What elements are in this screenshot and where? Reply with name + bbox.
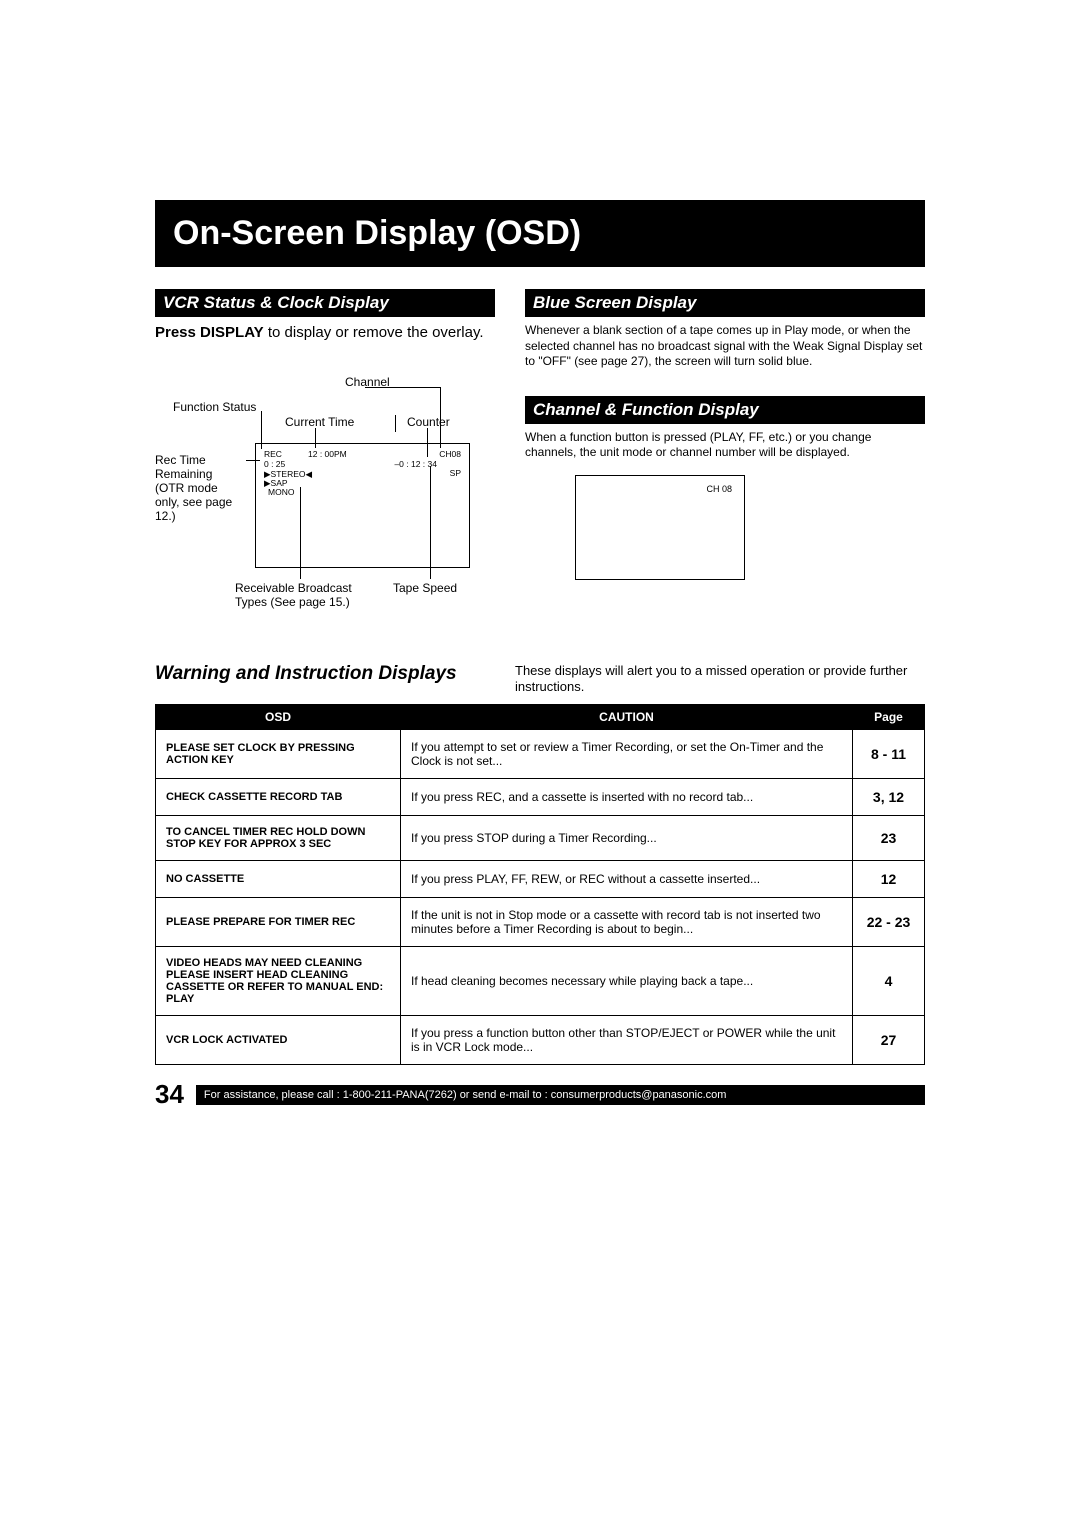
table-row: PLEASE SET CLOCK BY PRESSING ACTION KEY …: [156, 730, 925, 779]
page-number: 34: [155, 1079, 184, 1110]
table-row: TO CANCEL TIMER REC HOLD DOWN STOP KEY F…: [156, 816, 925, 861]
cell-osd: TO CANCEL TIMER REC HOLD DOWN STOP KEY F…: [156, 816, 401, 861]
press-display-rest: to display or remove the overlay.: [264, 324, 484, 341]
cell-caution: If head cleaning becomes necessary while…: [401, 947, 853, 1016]
warning-heading: Warning and Instruction Displays: [155, 663, 457, 684]
line-channel-h: [365, 387, 440, 388]
blue-screen-header: Blue Screen Display: [525, 289, 925, 317]
lbl-rec-time: Rec Time Remaining (OTR mode only, see p…: [155, 453, 245, 523]
cell-page: 22 - 23: [853, 898, 925, 947]
cell-caution: If you attempt to set or review a Timer …: [401, 730, 853, 779]
table-row: VCR LOCK ACTIVATED If you press a functi…: [156, 1016, 925, 1065]
th-caution: CAUTION: [401, 705, 853, 730]
cell-page: 4: [853, 947, 925, 1016]
channel-screen: CH 08: [575, 475, 745, 580]
screen-rec: REC: [264, 449, 282, 459]
screen-sp: SP: [450, 468, 461, 478]
line-current-counter-divider: [395, 415, 396, 432]
screen-ch: CH08: [439, 449, 461, 459]
line-channel: [440, 387, 441, 448]
cell-osd: PLEASE SET CLOCK BY PRESSING ACTION KEY: [156, 730, 401, 779]
cell-osd: NO CASSETTE: [156, 861, 401, 898]
left-column: VCR Status & Clock Display Press DISPLAY…: [155, 289, 495, 633]
lbl-tape-speed: Tape Speed: [393, 581, 457, 595]
right-column: Blue Screen Display Whenever a blank sec…: [525, 289, 925, 633]
cell-caution: If you press REC, and a cassette is inse…: [401, 779, 853, 816]
warning-heading-row: Warning and Instruction Displays These d…: [155, 663, 925, 697]
cell-osd: VIDEO HEADS MAY NEED CLEANING PLEASE INS…: [156, 947, 401, 1016]
cell-osd: PLEASE PREPARE FOR TIMER REC: [156, 898, 401, 947]
press-display-text: Press DISPLAY to display or remove the o…: [155, 323, 495, 343]
top-columns: VCR Status & Clock Display Press DISPLAY…: [155, 289, 925, 633]
table-row: PLEASE PREPARE FOR TIMER REC If the unit…: [156, 898, 925, 947]
osd-screen: REC 12 : 00PM CH08 0 : 25 –0 : 12 : 34 S…: [255, 443, 470, 568]
screen-time: 12 : 00PM: [308, 449, 347, 459]
lbl-counter: Counter: [407, 415, 450, 429]
cell-caution: If you press a function button other tha…: [401, 1016, 853, 1065]
assistance-bar: For assistance, please call : 1-800-211-…: [196, 1085, 925, 1105]
cell-page: 27: [853, 1016, 925, 1065]
table-row: NO CASSETTE If you press PLAY, FF, REW, …: [156, 861, 925, 898]
footer: 34 For assistance, please call : 1-800-2…: [155, 1079, 925, 1110]
vcr-diagram: Channel Function Status Current Time Cou…: [155, 353, 495, 633]
lbl-function-status: Function Status: [173, 400, 256, 414]
th-page: Page: [853, 705, 925, 730]
blue-screen-text: Whenever a blank section of a tape comes…: [525, 323, 925, 370]
channel-function-header: Channel & Function Display: [525, 396, 925, 424]
screen-counter: –0 : 12 : 34: [394, 459, 437, 469]
screen-mono: MONO: [268, 487, 294, 497]
cell-osd: CHECK CASSETTE RECORD TAB: [156, 779, 401, 816]
press-display-bold: Press DISPLAY: [155, 324, 264, 341]
cell-caution: If you press PLAY, FF, REW, or REC witho…: [401, 861, 853, 898]
cell-page: 3, 12: [853, 779, 925, 816]
warning-description: These displays will alert you to a misse…: [515, 663, 925, 697]
cell-osd: VCR LOCK ACTIVATED: [156, 1016, 401, 1065]
lbl-current-time: Current Time: [285, 415, 354, 429]
channel-function-text: When a function button is pressed (PLAY,…: [525, 430, 925, 461]
table-row: CHECK CASSETTE RECORD TAB If you press R…: [156, 779, 925, 816]
cell-page: 23: [853, 816, 925, 861]
osd-table: OSD CAUTION Page PLEASE SET CLOCK BY PRE…: [155, 704, 925, 1065]
th-osd: OSD: [156, 705, 401, 730]
screen-otr: 0 : 25: [264, 459, 285, 469]
cell-caution: If you press STOP during a Timer Recordi…: [401, 816, 853, 861]
cell-page: 8 - 11: [853, 730, 925, 779]
table-row: VIDEO HEADS MAY NEED CLEANING PLEASE INS…: [156, 947, 925, 1016]
cell-caution: If the unit is not in Stop mode or a cas…: [401, 898, 853, 947]
cell-page: 12: [853, 861, 925, 898]
vcr-status-header: VCR Status & Clock Display: [155, 289, 495, 317]
page-title: On-Screen Display (OSD): [155, 200, 925, 267]
channel-screen-text: CH 08: [706, 484, 732, 494]
lbl-receivable: Receivable Broadcast Types (See page 15.…: [235, 581, 375, 609]
